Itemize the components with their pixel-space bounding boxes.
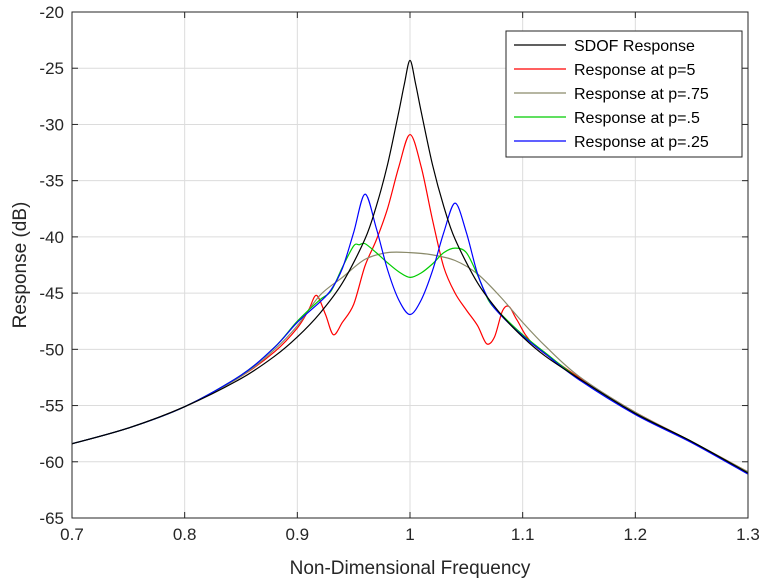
y-tick-label: -35 [39, 172, 64, 191]
x-tick-label: 0.8 [173, 525, 197, 544]
x-tick-label: 1.1 [511, 525, 535, 544]
y-tick-label: -50 [39, 340, 64, 359]
y-tick-label: -20 [39, 3, 64, 22]
series-line-2 [71, 251, 749, 473]
legend-label: Response at p=.75 [574, 86, 709, 103]
y-tick-label: -30 [39, 115, 64, 134]
y-tick-label: -65 [39, 509, 64, 528]
y-tick-label: -55 [39, 397, 64, 416]
axis-ticks [71, 11, 749, 519]
y-axis-label: Response (dB) [10, 202, 31, 329]
y-tick-label: -60 [39, 453, 64, 472]
legend: SDOF Response Response at p=5 Response at … [505, 30, 743, 158]
x-tick-label: 0.7 [60, 525, 84, 544]
legend-box [505, 30, 743, 158]
x-axis-label: Non-Dimensional Frequency [290, 558, 531, 579]
series-lines [71, 59, 749, 475]
x-tick-label: 1 [405, 525, 414, 544]
series-line-3 [71, 242, 749, 474]
series-line-4 [71, 193, 749, 475]
x-tick-label: 0.9 [286, 525, 310, 544]
x-tick-label: 1.2 [624, 525, 648, 544]
series-line-1 [71, 133, 749, 473]
series-line-0 [71, 59, 749, 474]
legend-label: SDOF Response [574, 38, 695, 55]
y-tick-label: -25 [39, 59, 64, 78]
legend-label: Response at p=5 [574, 62, 696, 79]
y-tick-label: -40 [39, 228, 64, 247]
x-tick-label: 1.3 [736, 525, 760, 544]
legend-label: Response at p=.25 [574, 134, 709, 151]
tick-labels: 0.7 0.8 0.9 1 1.1 1.2 1.3 -20 -25 -30 -35 -40 -45 -50… [39, 3, 759, 544]
legend-label: Response at p=.5 [574, 110, 700, 127]
y-tick-label: -45 [39, 284, 64, 303]
